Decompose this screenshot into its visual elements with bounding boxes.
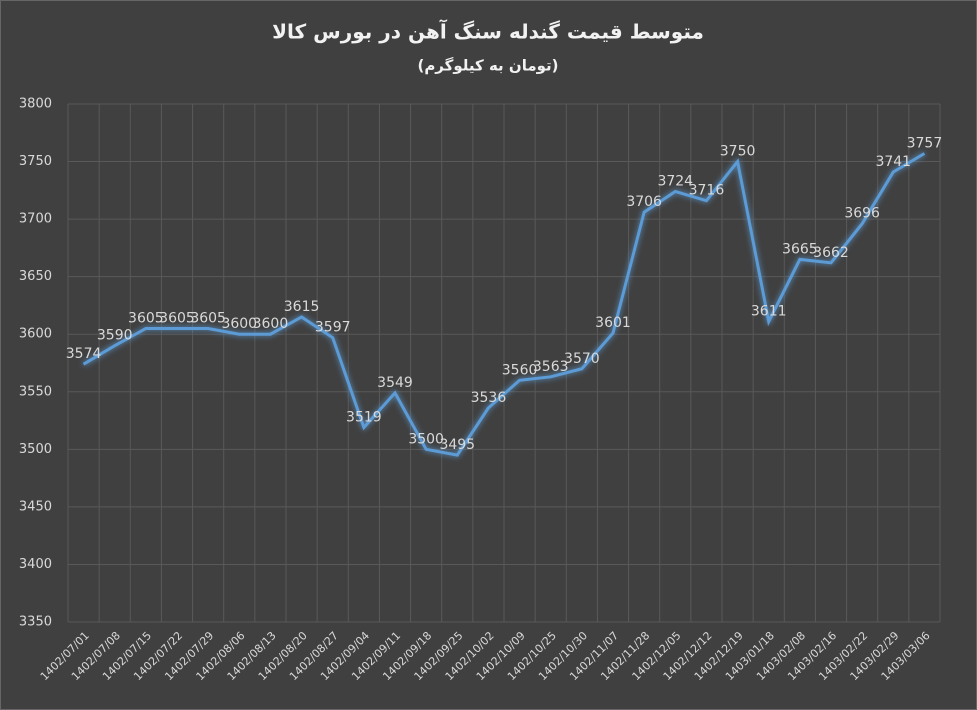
data-label: 3500 [408, 431, 444, 447]
y-tick-label: 3500 [19, 442, 52, 457]
data-label: 3605 [128, 310, 164, 326]
y-tick-label: 3750 [19, 154, 52, 169]
data-label: 3605 [159, 310, 195, 326]
y-tick-label: 3450 [19, 499, 52, 514]
data-label: 3560 [502, 362, 538, 378]
y-tick-label: 3350 [19, 615, 52, 630]
data-line [82, 152, 926, 457]
data-label: 3495 [439, 437, 475, 453]
y-tick-label: 3550 [19, 384, 52, 399]
data-label: 3750 [720, 144, 756, 160]
data-label: 3724 [657, 173, 693, 189]
y-tick-label: 3600 [19, 327, 52, 342]
data-label: 3662 [813, 245, 849, 261]
data-label: 3570 [564, 351, 600, 367]
data-label: 3563 [533, 359, 569, 375]
data-label: 3597 [315, 320, 351, 336]
chart-title: متوسط قیمت گندله سنگ آهن در بورس کالا [272, 19, 704, 44]
data-label: 3519 [346, 409, 382, 425]
chart-subtitle: (تومان به کیلوگرم) [417, 57, 558, 75]
data-label: 3615 [284, 299, 320, 315]
data-label: 3716 [689, 183, 725, 199]
y-tick-label: 3700 [19, 212, 52, 227]
data-label: 3757 [907, 135, 943, 151]
data-label: 3600 [253, 316, 289, 332]
data-label: 3536 [471, 390, 507, 406]
data-label: 3605 [190, 310, 226, 326]
y-tick-label: 3800 [19, 97, 52, 112]
data-label: 3574 [66, 346, 102, 362]
data-label: 3600 [221, 316, 257, 332]
data-label: 3601 [595, 315, 631, 331]
data-label: 3611 [751, 304, 787, 320]
y-tick-label: 3400 [19, 557, 52, 572]
y-tick-label: 3650 [19, 269, 52, 284]
data-label: 3706 [626, 194, 662, 210]
data-label: 3665 [782, 241, 818, 257]
data-label: 3741 [875, 154, 911, 170]
data-label: 3549 [377, 375, 413, 391]
data-label: 3590 [97, 328, 133, 344]
data-label: 3696 [844, 206, 880, 222]
